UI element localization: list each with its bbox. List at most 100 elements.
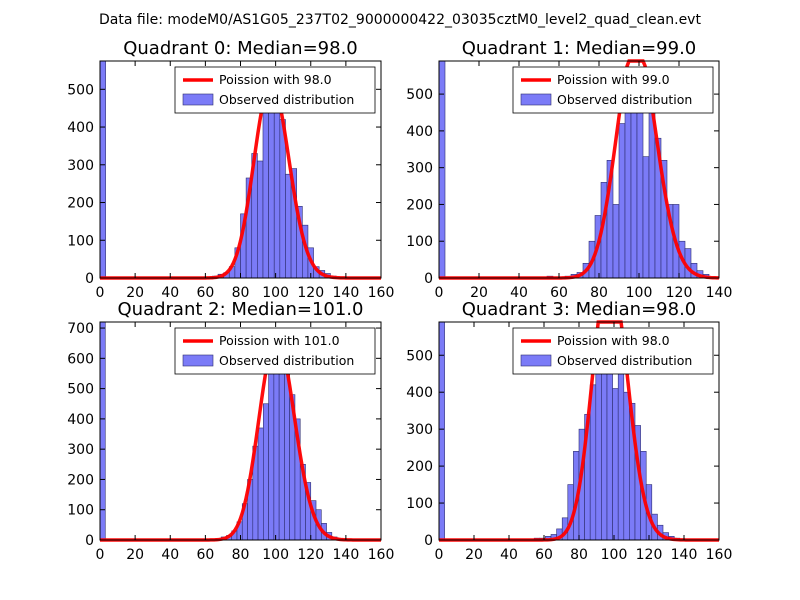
y-tick-label: 100 <box>67 503 94 519</box>
histogram-bar <box>642 156 650 279</box>
legend-bar-swatch <box>182 93 214 106</box>
legend: Poission with 101.0 Observed distribution <box>174 327 376 375</box>
x-tick-label: 100 <box>262 547 289 563</box>
x-tick-label: 100 <box>601 547 628 563</box>
histogram-bar <box>623 391 630 541</box>
y-tick-label: 400 <box>406 385 433 401</box>
y-tick-label: 0 <box>85 533 94 549</box>
quadrant-1-panel: 0 20 40 60 80 100 120 140 0 100 200 300 400 500 Quadra… <box>406 38 732 301</box>
y-tick-label: 200 <box>67 196 94 212</box>
x-tick-label: 80 <box>232 547 250 563</box>
histogram-bar <box>279 119 286 279</box>
x-tick-label: 60 <box>535 547 553 563</box>
x-tick-label: 60 <box>196 547 214 563</box>
x-tick-label: 40 <box>510 285 528 301</box>
y-tick-label: 100 <box>406 496 433 512</box>
x-tick-label: 60 <box>196 285 214 301</box>
legend: Poission with 98.0 Observed distribution <box>174 66 376 114</box>
legend-label-observed: Observed distribution <box>557 353 692 368</box>
legend-label-observed: Observed distribution <box>219 92 354 107</box>
histogram-bar <box>438 321 445 541</box>
x-tick-label: 160 <box>368 285 395 301</box>
x-tick-label: 80 <box>590 285 608 301</box>
x-tick-label: 100 <box>626 285 653 301</box>
y-tick-label: 500 <box>406 348 433 364</box>
histogram-bar <box>257 160 264 279</box>
legend-box <box>512 66 714 114</box>
histogram-bar <box>589 384 597 541</box>
legend-label-poisson: Poission with 99.0 <box>557 72 670 87</box>
legend-bar-swatch <box>520 354 552 367</box>
legend-label-poisson: Poission with 98.0 <box>219 72 332 87</box>
x-tick-label: 120 <box>666 285 693 301</box>
x-tick-label: 140 <box>333 547 360 563</box>
x-tick-label: 40 <box>161 285 179 301</box>
quadrant-title: Quadrant 0: Median=98.0 <box>123 38 358 59</box>
histogram-bar <box>273 351 280 541</box>
y-tick-label: 500 <box>67 382 94 398</box>
quadrant-title: Quadrant 1: Median=99.0 <box>462 38 697 59</box>
legend-label-poisson: Poission with 98.0 <box>557 333 670 348</box>
x-tick-label: 20 <box>126 547 144 563</box>
legend-bar-swatch <box>520 93 552 106</box>
y-tick-label: 100 <box>67 233 94 249</box>
histogram-bar <box>612 388 619 541</box>
x-tick-label: 0 <box>96 285 105 301</box>
y-tick-label: 300 <box>406 422 433 438</box>
axes-frame <box>438 60 720 279</box>
x-tick-label: 40 <box>161 547 179 563</box>
x-tick-label: 0 <box>435 547 444 563</box>
y-tick-label: 400 <box>67 120 94 136</box>
x-tick-label: 160 <box>368 547 395 563</box>
x-tick-label: 20 <box>126 285 144 301</box>
legend-label-poisson: Poission with 101.0 <box>219 333 340 348</box>
x-tick-label: 20 <box>470 285 488 301</box>
y-tick-label: 0 <box>85 271 94 287</box>
legend-box <box>512 327 714 375</box>
histogram-bar <box>618 123 626 279</box>
legend-bar-swatch <box>182 354 214 367</box>
x-tick-label: 140 <box>671 547 698 563</box>
x-tick-label: 60 <box>550 285 568 301</box>
x-tick-label: 0 <box>435 285 444 301</box>
histogram-bar <box>257 427 264 541</box>
histogram-bar <box>606 351 613 541</box>
x-tick-label: 20 <box>465 547 483 563</box>
histogram-bar <box>268 109 275 279</box>
histogram-bar <box>595 366 602 541</box>
y-tick-label: 0 <box>424 533 433 549</box>
x-tick-label: 160 <box>706 547 733 563</box>
y-tick-label: 500 <box>406 87 433 103</box>
y-tick-label: 400 <box>67 412 94 428</box>
histogram-bar <box>99 60 106 279</box>
x-tick-label: 100 <box>262 285 289 301</box>
y-tick-label: 300 <box>406 161 433 177</box>
x-tick-label: 40 <box>500 547 518 563</box>
y-tick-label: 300 <box>67 442 94 458</box>
x-tick-label: 80 <box>232 285 250 301</box>
x-tick-label: 120 <box>297 285 324 301</box>
y-tick-label: 700 <box>67 321 94 337</box>
histogram-bar <box>268 370 275 541</box>
y-tick-label: 500 <box>67 82 94 98</box>
legend-label-observed: Observed distribution <box>219 353 354 368</box>
legend-box <box>174 66 376 114</box>
quadrant-title: Quadrant 3: Median=98.0 <box>462 299 697 320</box>
histogram-bar <box>284 373 290 541</box>
x-tick-label: 140 <box>333 285 360 301</box>
histogram-bar <box>630 90 638 279</box>
y-tick-label: 600 <box>67 351 94 367</box>
legend: Poission with 98.0 Observed distribution <box>512 327 714 375</box>
x-tick-label: 120 <box>297 547 324 563</box>
y-tick-label: 200 <box>67 472 94 488</box>
quadrant-0-panel: 0 20 40 60 80 100 120 140 160 0 100 200 300 400 500 Qua… <box>67 38 394 301</box>
histogram-bar <box>263 403 269 541</box>
histogram-bar <box>285 173 292 279</box>
histogram-bar <box>273 104 281 279</box>
x-tick-label: 120 <box>636 547 663 563</box>
histogram-bar <box>99 321 106 541</box>
x-tick-label: 80 <box>570 547 588 563</box>
y-tick-label: 300 <box>67 158 94 174</box>
y-tick-label: 400 <box>406 124 433 140</box>
